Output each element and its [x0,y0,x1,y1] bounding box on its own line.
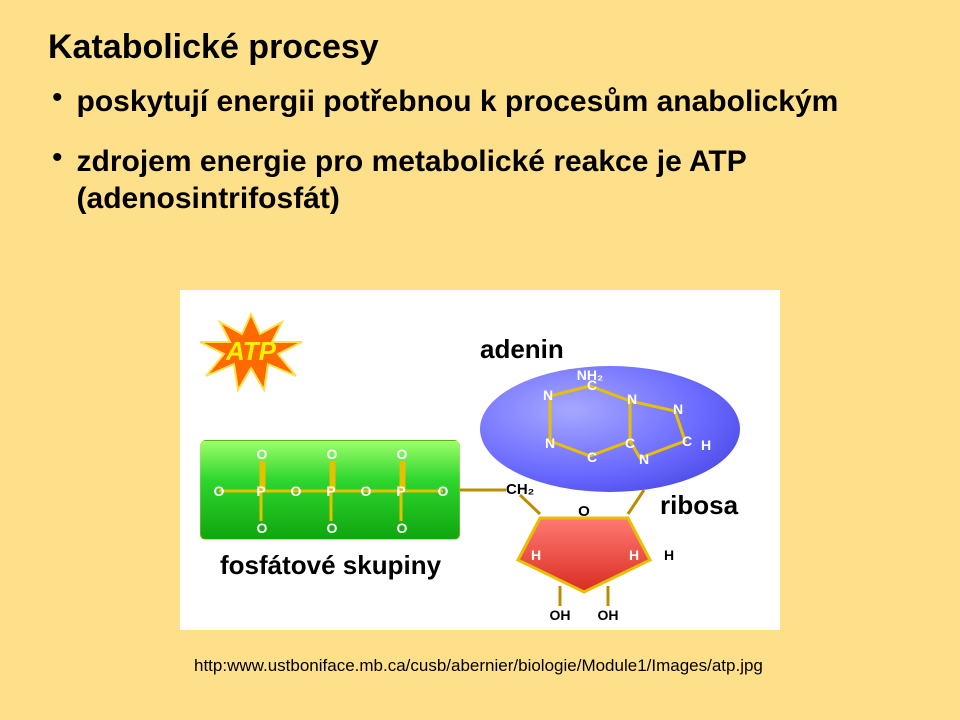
bullet-dot-icon: • [52,143,63,173]
label-ribosa: ribosa [660,490,738,521]
atom-oh: OH [598,607,619,623]
label-fosfatove-skupiny: fosfátové skupiny [220,550,441,581]
atom-ch2: CH₂ [506,481,534,498]
bullet-1-text: poskytují energii potřebnou k procesům a… [77,83,839,121]
bullet-1: • poskytují energii potřebnou k procesům… [52,83,912,121]
atom-o: O [578,503,590,520]
atom-h: H [531,547,541,563]
image-citation: http:www.ustboniface.mb.ca/cusb/abernier… [194,656,763,676]
atom-h: H [629,547,639,563]
slide-title: Katabolické procesy [48,28,912,67]
bullet-2-text: zdrojem energie pro metabolické reakce j… [77,143,912,218]
atp-diagram: ATP adenin NH₂ N N N N N C C C C H [180,290,780,630]
bullet-dot-icon: • [52,83,63,113]
bullet-2: • zdrojem energie pro metabolické reakce… [52,143,912,218]
atom-oh: OH [550,607,571,623]
atom-h: H [664,547,674,563]
